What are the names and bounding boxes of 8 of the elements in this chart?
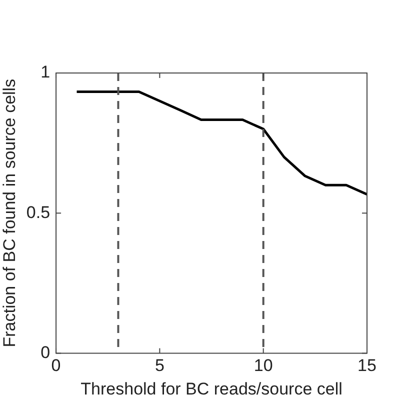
y-tick-label: 0 [40,342,50,362]
y-tick-label: 0.5 [26,202,50,222]
x-axis-title: Threshold for BC reads/source cell [80,379,342,398]
y-tick-label: 1 [40,62,50,82]
x-tick-label: 15 [358,356,376,376]
x-tick-label: 5 [154,356,164,376]
x-tick-label: 10 [254,356,273,376]
y-axis-title: Fraction of BC found in source cells [0,78,19,348]
